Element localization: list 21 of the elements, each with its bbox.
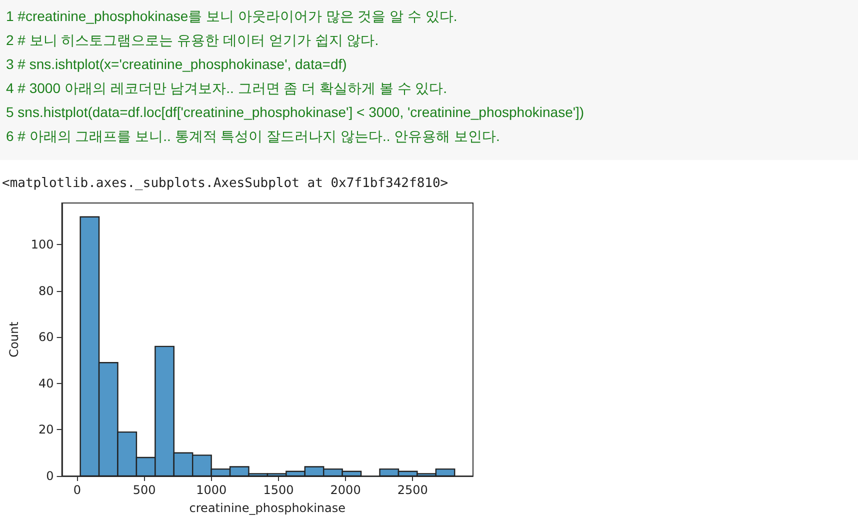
text: 2 # 보니 히스토그램으로는 유용한 데이터 얻기가 쉽지 않다. bbox=[6, 32, 379, 50]
x-tick-label: 1000 bbox=[196, 483, 227, 497]
x-tick-label: 500 bbox=[132, 483, 156, 497]
x-axis-title: creatinine_phosphokinase bbox=[189, 501, 346, 515]
y-tick-label: 60 bbox=[38, 330, 54, 344]
x-tick-label: 2500 bbox=[397, 483, 428, 497]
y-tick-label: 80 bbox=[38, 284, 54, 298]
x-tick-label: 2000 bbox=[330, 483, 361, 497]
text: 4 # 3000 아래의 레코더만 남겨보자.. 그러면 좀 더 확실하게 볼 수 있다. bbox=[6, 80, 448, 98]
text: 5 sns.histplot(data=df.loc[df['creatinine_phosphokinase'] < 3000, 'creatinine_phosphokinase']) bbox=[6, 104, 584, 120]
y-tick-label: 40 bbox=[38, 376, 54, 390]
text: 6 # 아래의 그래프를 보니.. 통계적 특성이 잘드러나지 않는다.. 안유용해 보인다. bbox=[6, 128, 500, 146]
x-tick-label: 1500 bbox=[263, 483, 294, 497]
text: 1 #creatinine_phosphokinase를 보니 아웃라이어가 많은 것을 알 수 있다. bbox=[6, 8, 458, 26]
y-tick-label: 0 bbox=[46, 469, 54, 483]
text: <matplotlib.axes._subplots.AxesSubplot at 0x7f1bf342f810> bbox=[2, 176, 448, 191]
y-axis-title: Count bbox=[7, 321, 21, 358]
text: 3 # sns.ishtplot(x='creatinine_phosphokinase', data=df) bbox=[6, 56, 347, 72]
y-tick-label: 20 bbox=[38, 422, 54, 437]
y-tick-label: 100 bbox=[30, 238, 54, 252]
x-tick-label: 0 bbox=[73, 483, 82, 497]
